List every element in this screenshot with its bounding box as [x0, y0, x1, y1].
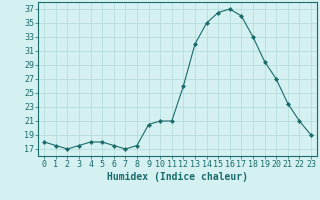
X-axis label: Humidex (Indice chaleur): Humidex (Indice chaleur)	[107, 172, 248, 182]
